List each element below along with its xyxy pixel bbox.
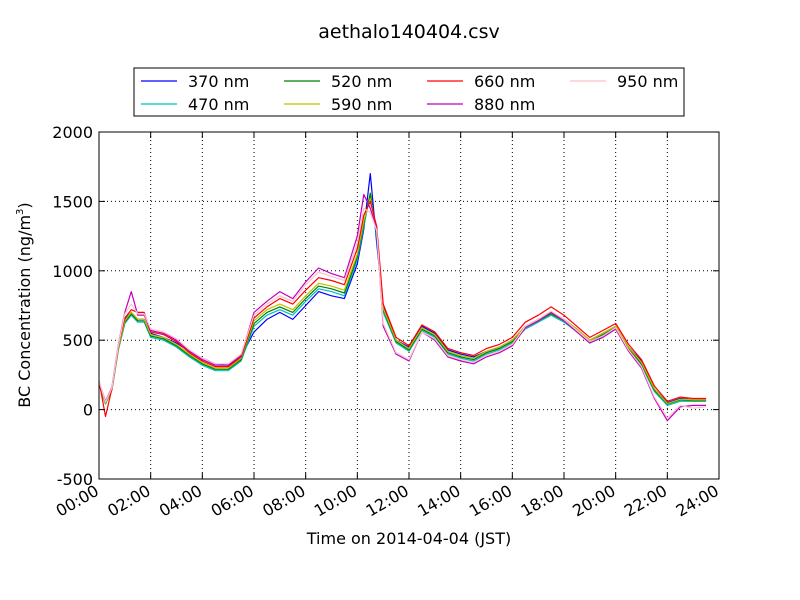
grid-lines [99,132,719,479]
legend-label: 950 nm [617,72,678,91]
legend-label: 370 nm [188,72,249,91]
chart-title: aethalo140404.csv [318,21,500,43]
y-tick-label: 500 [62,331,93,350]
legend-label: 470 nm [188,95,249,114]
series-line-660-nm [99,200,707,418]
y-tick-label: 1500 [52,192,93,211]
legend-label: 880 nm [474,95,535,114]
series-line-950-nm [99,207,707,419]
legend-box [133,67,685,117]
y-axis-label-tail: ) [15,202,34,208]
y-tick-label: 0 [83,401,93,420]
series-line-880-nm [99,193,707,422]
legend: 370 nm 470 nm 520 nm 590 nm 660 nm 880 nm 950 … [133,67,685,117]
y-axis-label-superscript: 3 [15,209,26,215]
legend-label: 660 nm [474,72,535,91]
x-axis-label: Time on 2014-04-04 (JST) [306,529,511,548]
y-tick-label: -500 [57,470,93,489]
y-axis-label-main: BC Concentration (ng/m [15,215,34,408]
legend-label: 520 nm [331,72,392,91]
series-lines [99,173,707,422]
y-axis-label: BC Concentration (ng/m3) [15,202,34,407]
y-tick-label: 2000 [52,123,93,142]
legend-label: 590 nm [331,95,392,114]
y-tick-label: 1000 [52,262,93,281]
